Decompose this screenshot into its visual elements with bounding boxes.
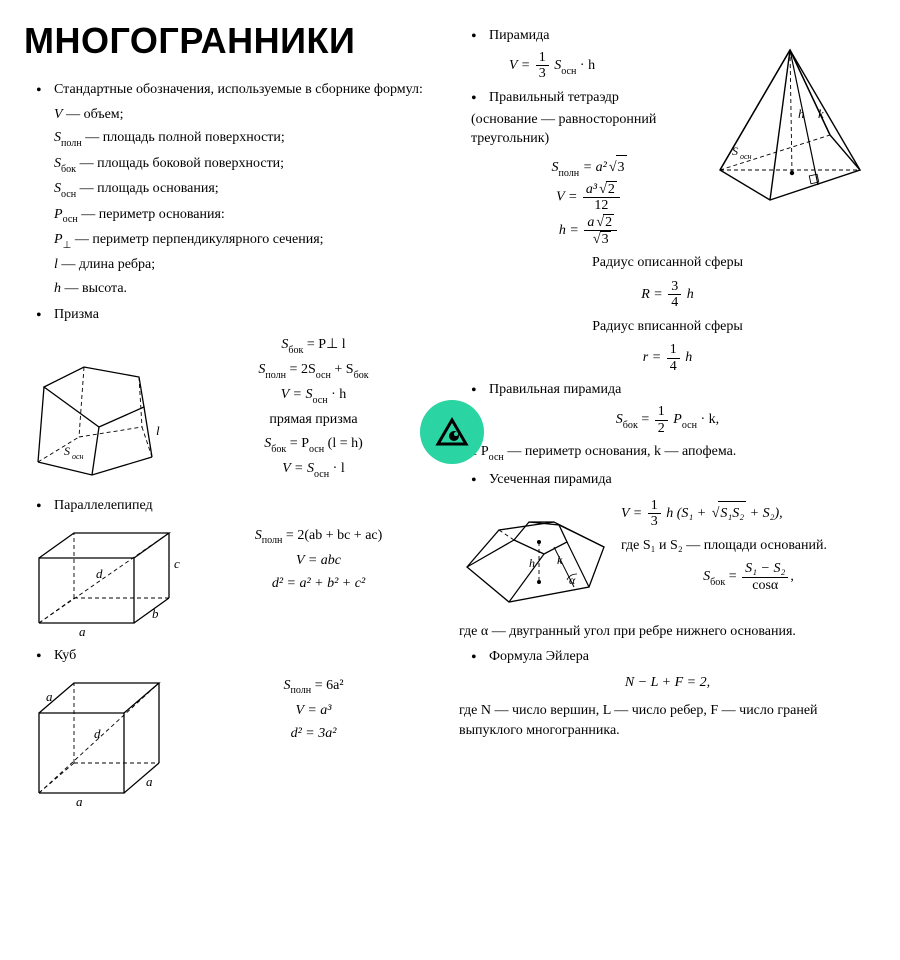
svg-text:a: a [46, 689, 53, 704]
svg-text:S: S [64, 444, 70, 458]
svg-text:a: a [76, 794, 83, 808]
pyramid-diagram: h k Sосн [710, 40, 870, 210]
trunc-note2: где α — двугранный угол при ребре нижнег… [459, 622, 876, 642]
euler-formula: N − L + F = 2, [459, 671, 876, 695]
cube-heading: Куб [24, 648, 441, 664]
notation-h: h — высота. [54, 280, 441, 299]
euler-note: где N — число вершин, L — число ребер, F… [459, 701, 876, 740]
notation-Spoln: Sполн — площадь полной поверхности; [54, 129, 441, 149]
notation-V: V — объем; [54, 106, 441, 125]
tetra-heading: Правильный тетраэдр [459, 90, 749, 106]
svg-text:k: k [818, 106, 824, 121]
insphere-formula: r = 14 h [459, 342, 876, 374]
cube-formulas: Sполн = 6a² V = a³ d² = 3a² [186, 674, 441, 747]
parallelepiped-formulas: Sполн = 2(ab + bc + ac) V = abc d² = a² … [196, 524, 441, 597]
svg-text:a: a [146, 774, 153, 789]
regpyr-formula: Sбок = 12 Pосн · k, [459, 404, 876, 436]
pyramid-heading: Пирамида [459, 28, 876, 44]
svg-text:d: d [96, 566, 103, 581]
truncated-pyramid-diagram: h k α [459, 492, 609, 612]
parallelepiped-diagram: d a b c [24, 518, 184, 638]
trunc-formulas: V = 13 h (S₁ + S₁S₂ + S₂), где S₁ и S₂ —… [621, 492, 876, 599]
trunc-note1: где S₁ и S₂ — площади оснований. [621, 536, 876, 556]
notation-Sosn: Sосн — площадь основания; [54, 180, 441, 200]
svg-text:α: α [569, 573, 576, 587]
prism-heading: Призма [24, 307, 441, 323]
prism-formulas: Sбок = P⊥ l Sполн = 2Sосн + Sбок V = Sос… [186, 333, 441, 481]
svg-text:осн: осн [740, 152, 752, 161]
regpyr-note: где Pосн — периметр основания, k — апофе… [459, 442, 876, 464]
svg-text:h: h [529, 556, 535, 570]
euler-heading: Формула Эйлера [459, 649, 876, 665]
regpyr-heading: Правильная пирамида [459, 382, 876, 398]
notation-l: l — длина ребра; [54, 256, 441, 275]
left-column: МНОГОГРАННИКИ Стандартные обозначения, и… [24, 20, 441, 818]
tetra-desc: (основание — равносторонний треугольник) [459, 110, 731, 149]
circumsphere-label: Радиус описанной сферы [459, 253, 876, 273]
page-title: МНОГОГРАННИКИ [24, 20, 441, 62]
svg-text:c: c [174, 556, 180, 571]
svg-text:l: l [156, 423, 160, 438]
intro-text: Стандартные обозначения, используемые в … [24, 80, 441, 100]
svg-text:S: S [732, 144, 738, 158]
notation-Posn: Pосн — периметр основания: [54, 206, 441, 226]
svg-text:d: d [94, 726, 101, 741]
cube-diagram: d a a a [24, 668, 174, 808]
trunc-heading: Усеченная пирамида [459, 472, 876, 488]
tetra-formulas: Sполн = a²3 V = a³212 h = a23 [459, 155, 719, 247]
notation-Sbok: Sбок — площадь боковой поверхности; [54, 155, 441, 175]
prism-diagram: l Sосн [24, 327, 174, 477]
parallelepiped-heading: Параллелепипед [24, 498, 441, 514]
svg-text:a: a [79, 624, 86, 638]
watermark-icon [420, 400, 484, 464]
svg-text:осн: осн [72, 452, 84, 461]
insphere-label: Радиус вписанной сферы [459, 317, 876, 337]
circumsphere-formula: R = 34 h [459, 279, 876, 311]
notation-Pperp: P⊥ — периметр перпендикулярного сечения; [54, 231, 441, 251]
svg-text:b: b [152, 606, 159, 621]
svg-text:k: k [557, 553, 563, 567]
svg-text:h: h [798, 106, 805, 121]
